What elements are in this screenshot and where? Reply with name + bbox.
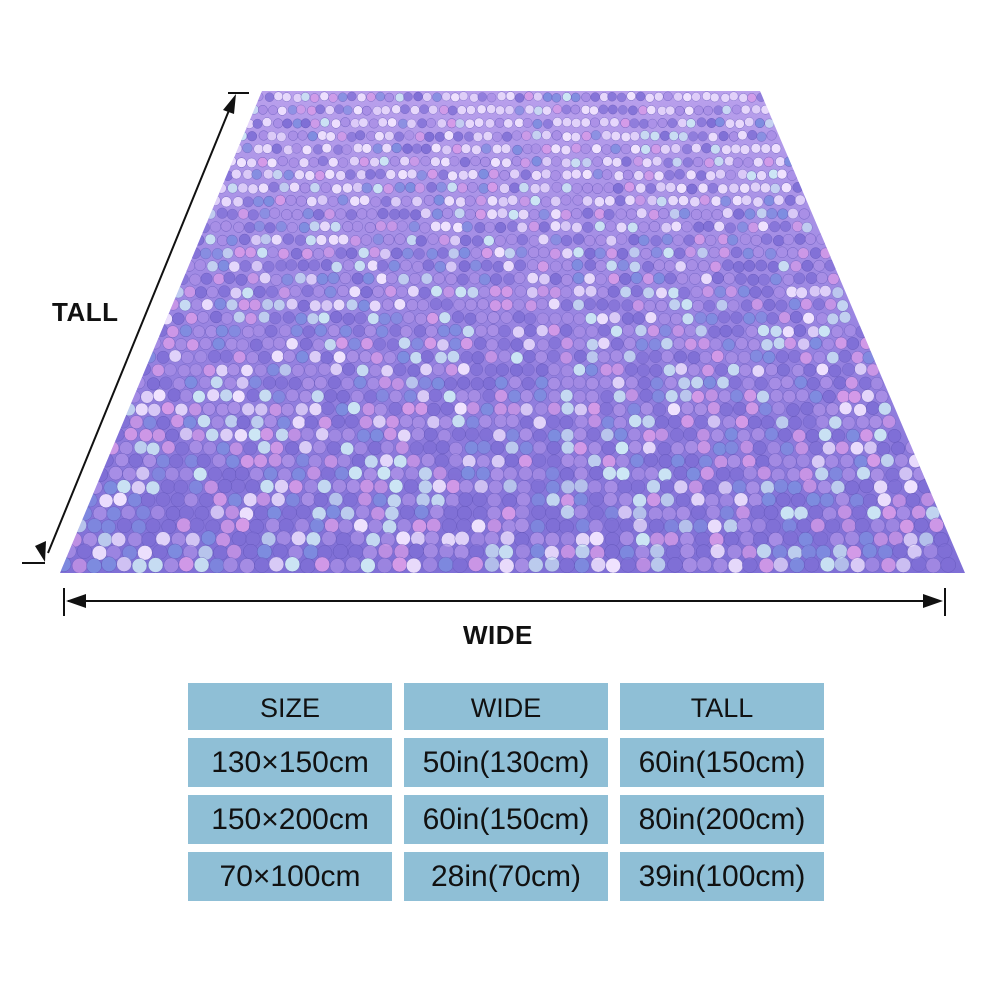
wide-cell: 60in(150cm): [404, 795, 608, 844]
header-wide: WIDE: [404, 683, 608, 730]
table-header-row: SIZE WIDE TALL: [188, 683, 826, 730]
size-cell: 150×200cm: [188, 795, 392, 844]
header-size: SIZE: [188, 683, 392, 730]
tall-cell: 39in(100cm): [620, 852, 824, 901]
tall-label: TALL: [52, 297, 119, 327]
table-row: 130×150cm 50in(130cm) 60in(150cm): [188, 738, 826, 787]
tall-cell: 80in(200cm): [620, 795, 824, 844]
wide-label: WIDE: [463, 620, 533, 650]
wide-cell: 50in(130cm): [404, 738, 608, 787]
header-tall: TALL: [620, 683, 824, 730]
table-row: 150×200cm 60in(150cm) 80in(200cm): [188, 795, 826, 844]
size-cell: 70×100cm: [188, 852, 392, 901]
wide-dimension-arrow: [63, 588, 946, 616]
wide-cell: 28in(70cm): [404, 852, 608, 901]
tall-cell: 60in(150cm): [620, 738, 824, 787]
sequin-pattern: [60, 91, 956, 573]
size-table: SIZE WIDE TALL 130×150cm 50in(130cm) 60i…: [188, 683, 826, 909]
size-cell: 130×150cm: [188, 738, 392, 787]
tall-dimension-arrow: [22, 92, 249, 564]
table-row: 70×100cm 28in(70cm) 39in(100cm): [188, 852, 826, 901]
